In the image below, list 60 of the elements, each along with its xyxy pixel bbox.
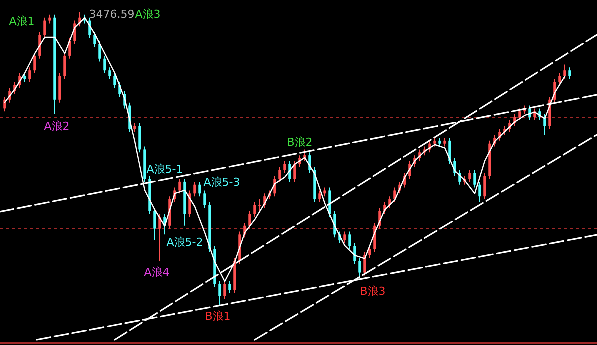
candlestick [198, 181, 202, 198]
candlestick [344, 231, 346, 244]
candlestick [154, 208, 156, 242]
candlestick [284, 160, 286, 174]
candlestick [98, 40, 102, 62]
annotation: A浪5-1 [146, 163, 184, 176]
candlestick [114, 73, 116, 89]
candlestick [354, 242, 356, 264]
candlestick [358, 258, 362, 280]
candlestick [108, 67, 112, 80]
candlestick [204, 190, 206, 209]
candlestick [544, 114, 546, 136]
candlestick [248, 210, 252, 230]
candlestick [258, 199, 262, 212]
candlestick [28, 67, 32, 83]
annotation: A浪2 [44, 120, 70, 134]
candlestick [58, 73, 62, 104]
candlestick [194, 181, 196, 198]
annotation: 3476.59 [89, 8, 135, 22]
candlestick [484, 172, 486, 200]
candlestick [224, 281, 226, 300]
candlestick [368, 246, 372, 259]
candlestick [474, 170, 476, 188]
annotation: B浪2 [287, 136, 313, 150]
annotation: A浪4 [144, 266, 170, 280]
candlestick [558, 73, 562, 86]
candlestick [138, 122, 142, 154]
candlestick [518, 108, 522, 121]
annotation: A浪5-2 [166, 236, 204, 250]
candlestick [328, 187, 332, 218]
candlestick [88, 17, 92, 39]
candlestick [568, 67, 572, 80]
annotation: A浪3 [135, 8, 161, 22]
candlestick [318, 190, 322, 203]
annotation: A浪1 [9, 15, 35, 28]
candlestick [178, 178, 182, 194]
candlestick [104, 55, 106, 74]
candlestick [228, 281, 232, 294]
candlestick [394, 187, 396, 203]
annotation: A浪5-3 [204, 176, 240, 190]
candlestick [388, 196, 392, 209]
candlestick [254, 202, 256, 218]
annotation: B浪1 [205, 310, 231, 324]
candlestick [34, 52, 36, 74]
candlestick [94, 32, 96, 48]
candlestick [294, 160, 296, 182]
candlestick [158, 214, 162, 262]
candlestick [374, 222, 376, 253]
annotation: B浪3 [360, 285, 386, 298]
candlestick [278, 166, 282, 182]
candlestick [44, 17, 46, 39]
candlestick [288, 160, 292, 182]
candlestick [218, 281, 222, 306]
candlestick [64, 52, 66, 80]
candlestick [478, 181, 482, 203]
candlestick [348, 231, 352, 250]
candlestick [468, 170, 472, 182]
candlestick [564, 64, 566, 80]
candlestick [4, 96, 6, 112]
candlestick [68, 38, 72, 60]
